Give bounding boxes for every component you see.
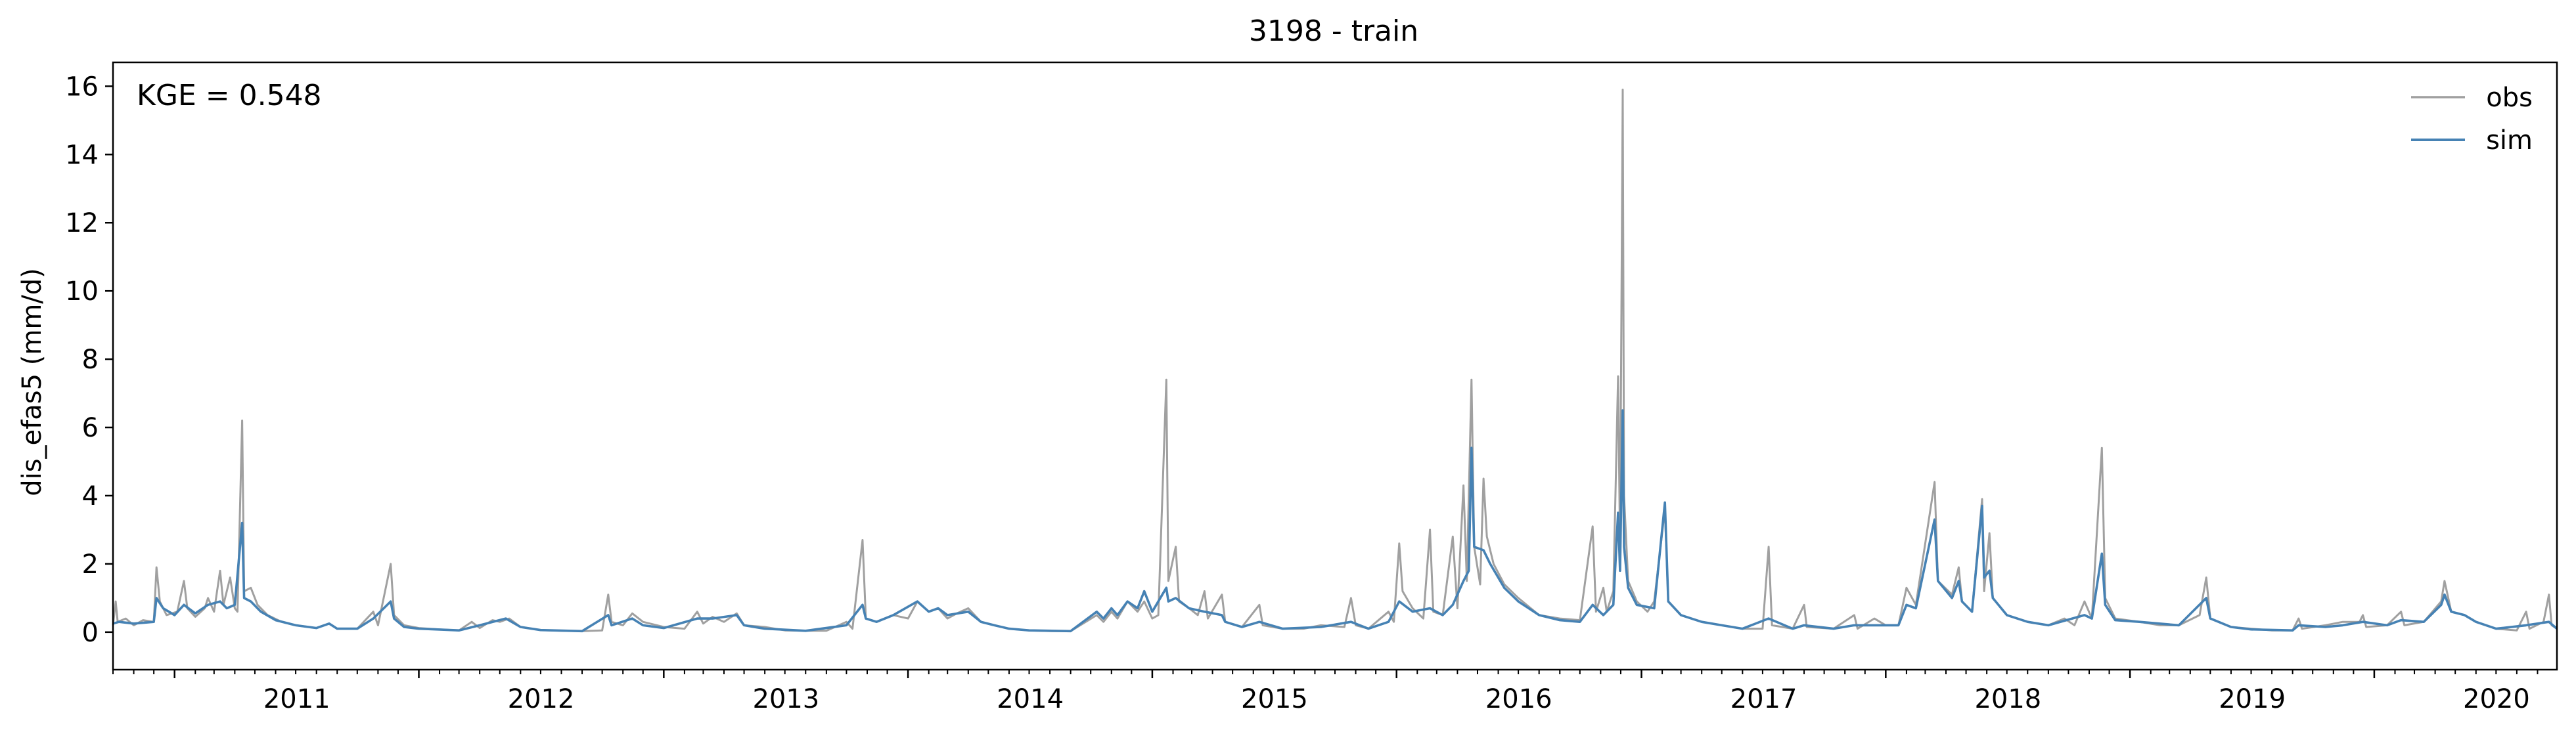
legend-label-obs: obs bbox=[2486, 83, 2533, 113]
x-tick-label: 2015 bbox=[1241, 684, 1308, 714]
x-tick-label: 2011 bbox=[263, 684, 330, 714]
y-tick-label: 8 bbox=[82, 345, 99, 375]
x-tick-label: 2020 bbox=[2463, 684, 2530, 714]
axes: 0 2 4 6 8 10 12 14 16 2011 2012 2013 2014 2015 2016 201… bbox=[65, 72, 2539, 714]
y-tick-label: 2 bbox=[82, 550, 99, 580]
y-tick-label: 16 bbox=[65, 72, 99, 102]
legend-label-sim: sim bbox=[2486, 125, 2533, 156]
series-layer bbox=[112, 89, 2558, 633]
series-line-sim bbox=[112, 409, 2558, 633]
y-tick-label: 12 bbox=[65, 208, 99, 238]
legend: obs sim bbox=[2411, 83, 2533, 156]
y-tick-label: 0 bbox=[82, 618, 99, 648]
y-tick-label: 10 bbox=[65, 276, 99, 307]
x-tick-label: 2014 bbox=[997, 684, 1064, 714]
x-tick-label: 2016 bbox=[1485, 684, 1552, 714]
y-tick-label: 4 bbox=[82, 481, 99, 511]
plot-frame bbox=[112, 61, 2558, 671]
y-tick-label: 6 bbox=[82, 413, 99, 443]
x-tick-label: 2017 bbox=[1730, 684, 1797, 714]
y-tick-label: 14 bbox=[65, 140, 99, 170]
x-tick-label: 2019 bbox=[2219, 684, 2286, 714]
x-tick-label: 2013 bbox=[752, 684, 819, 714]
x-tick-label: 2012 bbox=[508, 684, 575, 714]
series-line-obs bbox=[112, 89, 2558, 632]
y-axis-label: dis_efas5 (mm/d) bbox=[17, 268, 47, 496]
kge-annotation: KGE = 0.548 bbox=[137, 79, 322, 112]
chart-title: 3198 - train bbox=[1249, 14, 1418, 48]
x-tick-label: 2018 bbox=[1974, 684, 2041, 714]
